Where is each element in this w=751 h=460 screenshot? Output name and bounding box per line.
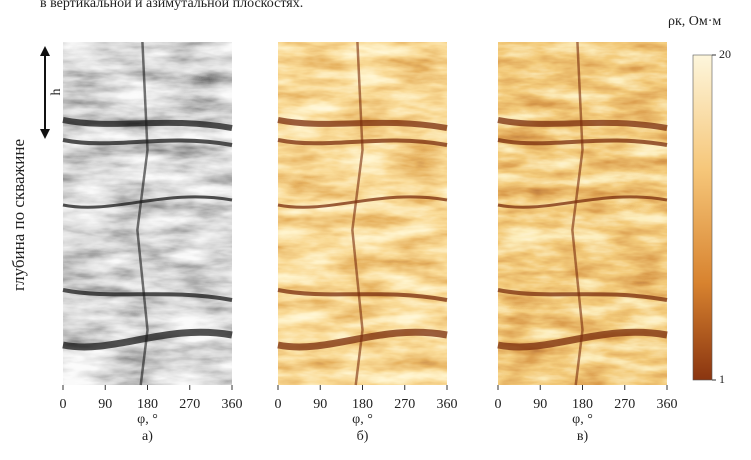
- x-tick-label: 90: [313, 397, 327, 412]
- x-tick-label: 0: [60, 397, 67, 412]
- caption-top: в вертикальной и азимутальной плоскостях…: [40, 0, 303, 11]
- fracture: [136, 41, 149, 386]
- dark-layer: [62, 288, 233, 302]
- depth-marker: h: [49, 89, 64, 96]
- panel-label: а): [142, 429, 153, 444]
- dark-layer: [62, 138, 233, 147]
- colorbar-label: ρк, Ом·м: [668, 14, 721, 29]
- dark-layer: [497, 117, 668, 131]
- x-tick-label: 270: [394, 397, 415, 412]
- x-tick-label: 90: [98, 397, 112, 412]
- colorbar: [692, 54, 713, 381]
- fracture: [571, 41, 584, 386]
- x-axis-label: φ, °: [572, 412, 593, 427]
- panel-label: б): [357, 429, 369, 444]
- x-tick-label: 270: [179, 397, 200, 412]
- dark-layer: [277, 117, 448, 131]
- x-axis-label: φ, °: [352, 412, 373, 427]
- dark-layer: [277, 138, 448, 147]
- depth-arrow: [40, 46, 50, 139]
- dark-layer: [497, 288, 668, 302]
- x-tick-label: 180: [572, 397, 593, 412]
- x-axis-label: φ, °: [137, 412, 158, 427]
- fracture: [351, 41, 364, 386]
- colorbar-tick-label: 20: [719, 47, 731, 61]
- x-tick-label: 270: [614, 397, 635, 412]
- dark-layer: [497, 138, 668, 147]
- colorbar-tick-label: 1: [719, 372, 725, 386]
- dark-layer: [277, 288, 448, 302]
- x-tick-label: 90: [533, 397, 547, 412]
- dark-layer: [277, 328, 448, 351]
- x-tick-label: 360: [222, 397, 243, 412]
- x-tick-label: 360: [437, 397, 458, 412]
- dark-layer: [62, 117, 233, 131]
- x-tick-label: 180: [352, 397, 373, 412]
- y-axis-label: глубина по скважине: [9, 139, 28, 291]
- dark-layer: [497, 328, 668, 351]
- x-tick-label: 180: [137, 397, 158, 412]
- x-tick-label: 360: [657, 397, 678, 412]
- x-tick-label: 0: [275, 397, 282, 412]
- x-tick-label: 0: [495, 397, 502, 412]
- panel-label: в): [577, 429, 589, 444]
- dark-layer: [62, 328, 233, 351]
